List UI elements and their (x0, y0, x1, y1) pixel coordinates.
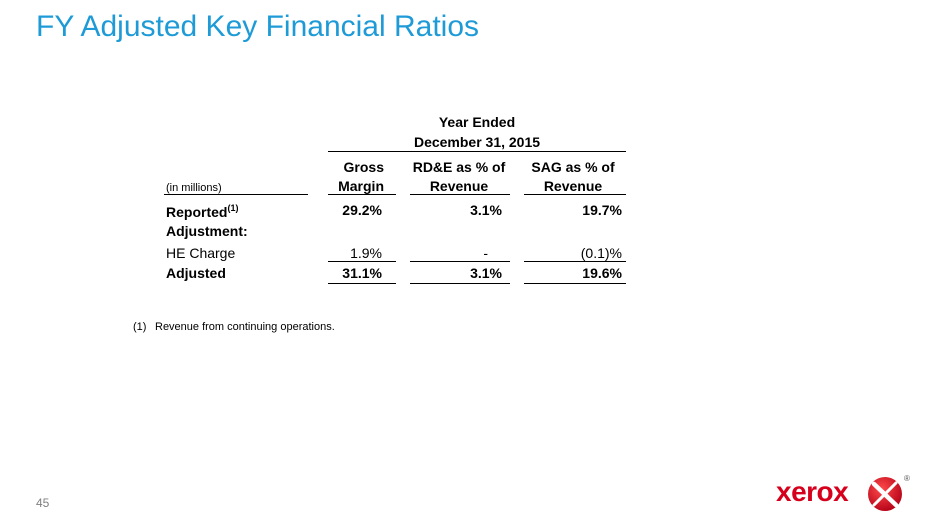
period-header-line2: December 31, 2015 (413, 134, 541, 150)
row-he-charge-sag: (0.1)% (580, 245, 622, 261)
col-gross-margin-line1: Gross (343, 159, 384, 175)
adjusted-rule-col3 (524, 283, 626, 284)
footnote-number: (1) (133, 321, 147, 333)
xerox-logo-text: xerox (776, 476, 849, 507)
period-header-line1: Year Ended (438, 114, 516, 130)
row-reported-sag: 19.7% (582, 202, 622, 218)
row-adjusted-sag: 19.6% (582, 265, 622, 281)
row-reported-gross-margin: 29.2% (342, 202, 382, 218)
col-gross-margin-line2: Margin (338, 178, 384, 194)
label-header-rule (164, 194, 308, 195)
xerox-logo: xerox ® (776, 472, 916, 518)
row-he-charge-gross-margin: 1.9% (350, 245, 382, 261)
row-adjusted-label: Adjusted (166, 265, 226, 281)
footnote: (1) Revenue from continuing operations. (133, 320, 335, 334)
units-label: (in millions) (166, 182, 222, 194)
adjusted-rule-col1 (328, 283, 396, 284)
col1-header-rule (328, 194, 396, 195)
page-number: 45 (36, 496, 50, 510)
he-charge-rule-col2 (410, 261, 510, 262)
col-rde-line1: RD&E as % of (412, 159, 506, 175)
row-reported-rde: 3.1% (470, 202, 502, 218)
col-rde-line2: Revenue (429, 178, 489, 194)
he-charge-rule-col1 (328, 261, 396, 262)
col-sag-line2: Revenue (543, 178, 603, 194)
slide-title: FY Adjusted Key Financial Ratios (36, 10, 480, 43)
row-adjustment-label: Adjustment: (166, 223, 248, 239)
row-reported-label: Reported(1) (166, 203, 239, 220)
xerox-sphere-icon (868, 477, 902, 511)
footnote-text: Revenue from continuing operations. (155, 321, 335, 333)
period-header-rule (328, 151, 626, 152)
row-adjusted-gross-margin: 31.1% (342, 265, 382, 281)
row-he-charge-label: HE Charge (166, 245, 236, 261)
row-adjusted-rde: 3.1% (470, 265, 502, 281)
col-sag-line1: SAG as % of (531, 159, 615, 175)
adjusted-rule-col2 (410, 283, 510, 284)
col3-header-rule (524, 194, 626, 195)
registered-mark: ® (904, 474, 910, 483)
he-charge-rule-col3 (524, 261, 626, 262)
col2-header-rule (410, 194, 510, 195)
row-he-charge-rde: - (483, 245, 488, 261)
